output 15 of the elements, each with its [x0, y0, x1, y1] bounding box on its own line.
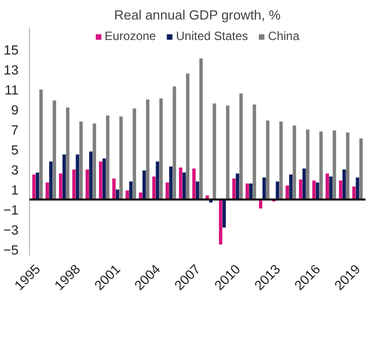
y-tick-label: −3	[3, 222, 19, 238]
y-tick-label: 3	[11, 162, 19, 178]
legend-label: United States	[176, 29, 248, 43]
y-tick-label: −5	[3, 242, 19, 258]
y-tick-label: 5	[11, 142, 19, 158]
legend-label: Eurozone	[104, 29, 156, 43]
y-tick-label: 9	[11, 102, 19, 118]
chart-title: Real annual GDP growth, %	[114, 8, 281, 22]
legend-label: China	[268, 29, 300, 43]
y-tick-label: 7	[11, 122, 19, 138]
y-tick-label: 13	[4, 62, 19, 78]
y-tick-label: 15	[4, 42, 19, 58]
y-tick-label: −1	[3, 202, 19, 218]
y-tick-label: 11	[4, 82, 19, 98]
y-tick-label: 1	[11, 182, 19, 198]
